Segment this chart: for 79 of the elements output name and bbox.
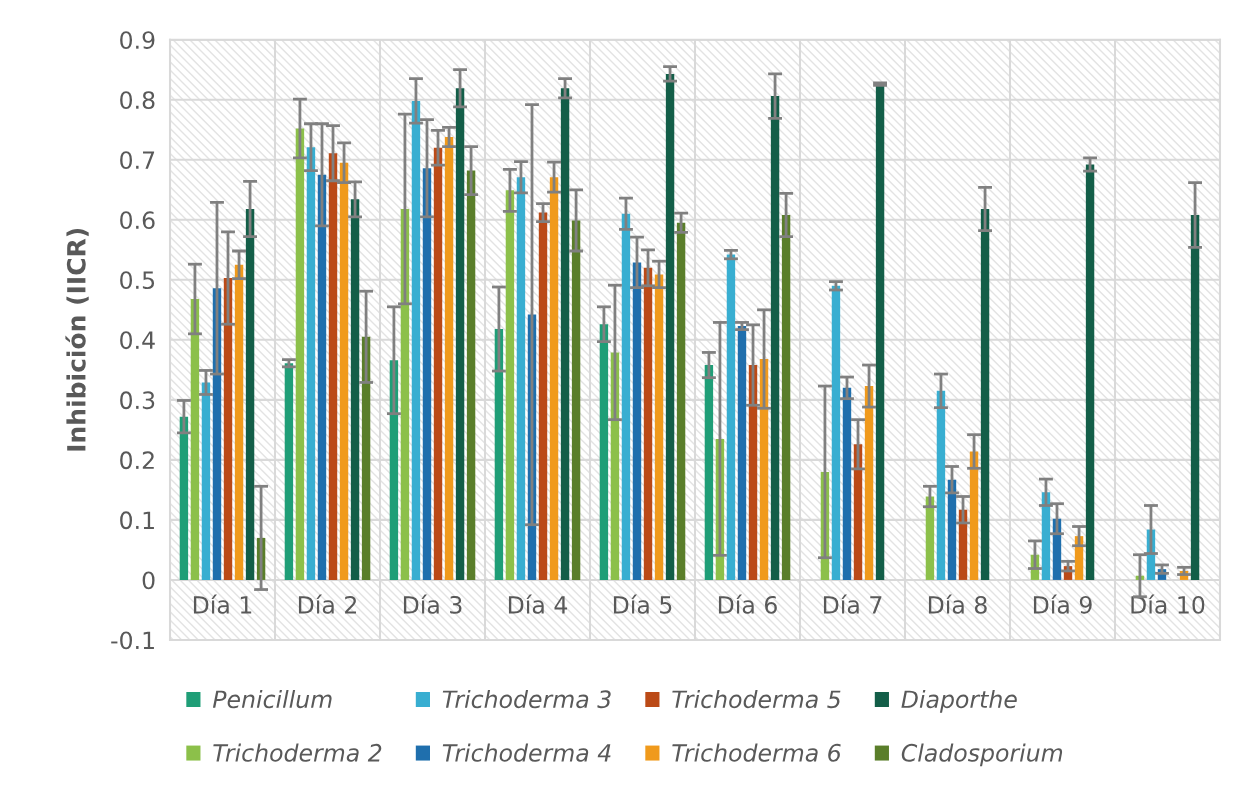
bar bbox=[444, 136, 454, 580]
bar bbox=[328, 153, 338, 580]
bar bbox=[1190, 214, 1200, 580]
x-tick-label: Día 2 bbox=[298, 594, 356, 614]
bar bbox=[936, 390, 946, 580]
bar bbox=[864, 386, 874, 580]
bar bbox=[654, 274, 664, 580]
legend-label: Diaporthe bbox=[901, 689, 1017, 713]
x-tick-label: Día 9 bbox=[1033, 594, 1092, 614]
y-tick-label: 0.8 bbox=[120, 91, 155, 110]
bar bbox=[549, 177, 559, 580]
bar bbox=[234, 264, 244, 580]
bar bbox=[748, 365, 758, 580]
legend-label: Trichoderma 6 bbox=[672, 743, 841, 762]
bar bbox=[361, 336, 371, 580]
bar bbox=[842, 387, 852, 580]
bar bbox=[538, 212, 548, 580]
bar bbox=[770, 96, 780, 580]
bar bbox=[466, 170, 476, 580]
bar bbox=[1085, 164, 1095, 580]
x-tick-label: Día 1 bbox=[193, 594, 252, 614]
bar bbox=[560, 88, 570, 580]
bar bbox=[704, 365, 714, 580]
bar bbox=[455, 88, 465, 580]
bar bbox=[632, 262, 642, 580]
y-axis-title: Inhibición (IICR) bbox=[65, 228, 89, 451]
bar bbox=[781, 214, 791, 580]
y-tick-label: 0 bbox=[142, 571, 155, 590]
bar bbox=[306, 147, 316, 580]
bar bbox=[190, 299, 200, 580]
bar bbox=[245, 208, 255, 580]
bar bbox=[179, 416, 189, 580]
x-tick-label: Día 5 bbox=[613, 594, 672, 614]
x-tick-label: Día 7 bbox=[823, 594, 882, 614]
bar bbox=[665, 73, 675, 580]
legend-label: Cladosporium bbox=[901, 743, 1063, 767]
bar bbox=[433, 147, 443, 580]
bar bbox=[422, 168, 432, 580]
bar bbox=[505, 190, 515, 580]
bar bbox=[295, 128, 305, 580]
bar bbox=[737, 326, 747, 580]
y-tick-label: 0.1 bbox=[120, 511, 154, 530]
x-tick-label: Día 6 bbox=[718, 594, 777, 614]
bar bbox=[411, 100, 421, 580]
bar bbox=[947, 479, 957, 580]
bar bbox=[969, 451, 979, 580]
y-tick-label: 0.4 bbox=[120, 331, 155, 350]
bar bbox=[317, 174, 327, 580]
y-tick-label: -0.1 bbox=[111, 631, 154, 650]
y-tick-label: 0.6 bbox=[120, 211, 155, 230]
bar bbox=[201, 382, 211, 580]
x-tick-label: Día 3 bbox=[403, 594, 462, 614]
y-tick-label: 0.9 bbox=[120, 31, 155, 50]
bar bbox=[726, 254, 736, 580]
bar bbox=[350, 199, 360, 580]
bar bbox=[980, 208, 990, 580]
bar bbox=[223, 278, 233, 580]
bar bbox=[676, 222, 686, 580]
x-tick-label: Día 4 bbox=[508, 594, 568, 614]
x-tick-label: Día 8 bbox=[928, 594, 987, 614]
legend-label: Trichoderma 5 bbox=[672, 689, 841, 709]
bar bbox=[621, 213, 631, 580]
y-tick-label: 0.2 bbox=[120, 451, 154, 470]
bar bbox=[599, 324, 609, 580]
bar bbox=[284, 363, 294, 580]
y-tick-label: 0.3 bbox=[120, 391, 155, 410]
legend-label: Trichoderma 3 bbox=[442, 689, 611, 709]
bar bbox=[643, 267, 653, 580]
legend-label: Trichoderma 4 bbox=[442, 743, 611, 762]
bar bbox=[571, 220, 581, 580]
bar bbox=[875, 84, 885, 580]
bar bbox=[339, 162, 349, 580]
bar bbox=[516, 177, 526, 580]
y-tick-label: 0.7 bbox=[120, 151, 155, 170]
legend-label: Trichoderma 2 bbox=[213, 743, 382, 762]
legend-label: Penicillum bbox=[212, 689, 332, 709]
bar bbox=[494, 329, 504, 580]
y-tick-label: 0.5 bbox=[120, 271, 155, 290]
bar bbox=[831, 285, 841, 580]
